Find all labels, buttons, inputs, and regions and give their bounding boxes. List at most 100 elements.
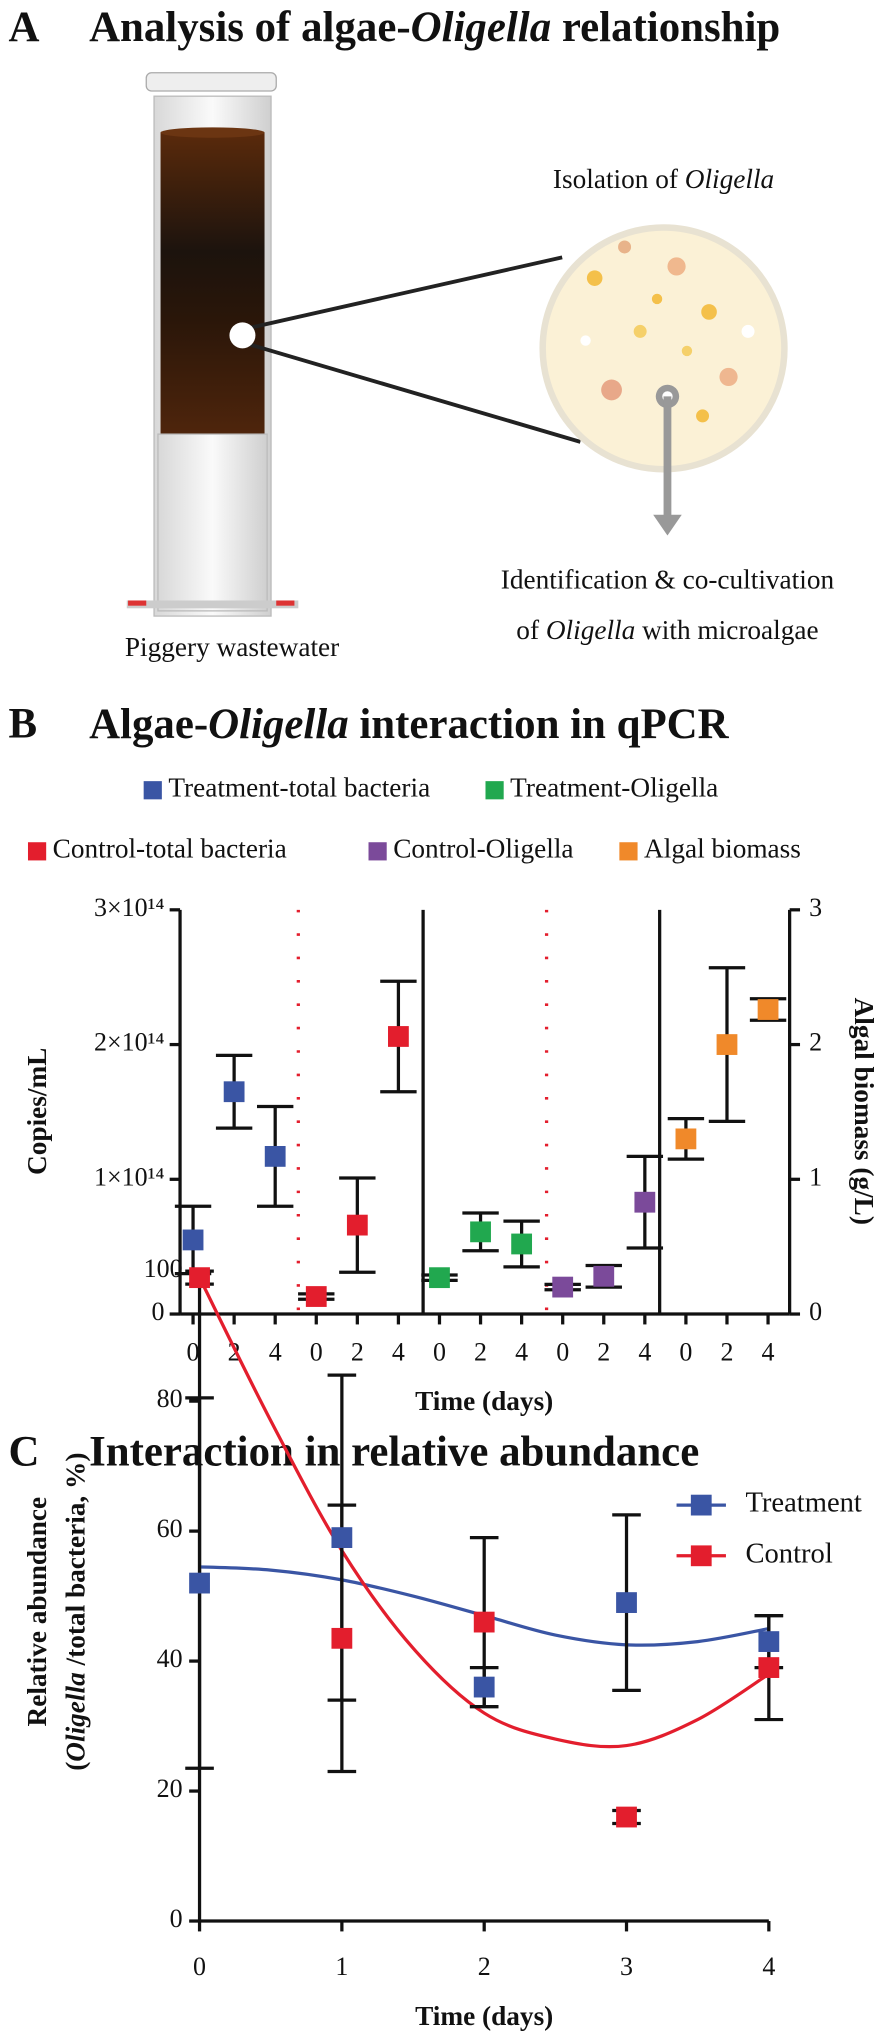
text-part: of [516, 615, 546, 645]
y-tick-label: 40 [157, 1644, 183, 1673]
y-axis-label: Relative abundance [22, 1497, 52, 1727]
x-tick-label: 4 [515, 1337, 528, 1366]
legend-swatch [143, 781, 162, 800]
panel-label: C [8, 1429, 39, 1476]
y-axis-label: Copies/mL [22, 1048, 52, 1175]
y-tick-label: 100 [144, 1254, 183, 1283]
y2-tick-label: 3 [809, 893, 822, 922]
text-part: ( [61, 1762, 91, 1771]
legend-swatch [690, 1494, 712, 1516]
y-axis-label: (Oligella /total bacteria, %) [61, 1453, 91, 1771]
panel-title: Analysis of algae-Oligella relationship [89, 4, 780, 51]
legend-swatch [27, 842, 47, 861]
y2-tick-label: 2 [809, 1028, 822, 1057]
y-tick-label: 0 [170, 1904, 183, 1933]
title-part: Algae- [89, 701, 208, 748]
x-tick-label: 0 [433, 1337, 446, 1366]
marker [473, 1611, 495, 1633]
legend-label: Treatment [745, 1488, 861, 1519]
x-tick-label: 2 [474, 1337, 487, 1366]
marker [593, 1265, 615, 1287]
legend-label: Control [745, 1538, 832, 1569]
annotation: Identification & co-cultivation [501, 565, 835, 595]
marker [616, 1806, 637, 1828]
marker [264, 1145, 286, 1167]
x-axis-label: Time (days) [415, 1386, 553, 1416]
marker [346, 1214, 368, 1236]
text-part: /total bacteria, %) [61, 1453, 91, 1673]
legend-swatch [368, 842, 387, 861]
marker [716, 1034, 738, 1055]
marker [182, 1229, 204, 1251]
y-tick-label: 0 [151, 1297, 164, 1326]
x-axis-label: Time (days) [415, 2001, 553, 2031]
x-tick-label: 2 [597, 1337, 610, 1366]
title-part: Oligella [208, 701, 349, 748]
x-tick-label: 0 [193, 1952, 206, 1981]
marker [189, 1267, 210, 1289]
y2-axis-label: Algal biomass (g/L) [849, 998, 879, 1225]
title-part: interaction in qPCR [349, 701, 730, 748]
y2-tick-label: 0 [809, 1297, 822, 1326]
x-tick-label: 2 [351, 1337, 364, 1366]
marker [552, 1276, 574, 1298]
x-tick-label: 0 [187, 1337, 200, 1366]
text-part: Oligella [61, 1672, 91, 1761]
title-part: Analysis of algae- [89, 4, 411, 51]
legend-label: Control-total bacteria [53, 834, 287, 864]
text-part: Oligella [685, 164, 774, 194]
panel-label: A [8, 4, 39, 51]
x-tick-label: 2 [478, 1952, 491, 1981]
marker [511, 1233, 533, 1255]
marker [675, 1128, 697, 1150]
x-tick-label: 4 [762, 1337, 775, 1366]
x-tick-label: 4 [392, 1337, 405, 1366]
marker [331, 1527, 353, 1548]
title-part: relationship [551, 4, 780, 51]
y-tick-label: 3×10¹⁴ [94, 893, 164, 922]
marker [305, 1286, 327, 1307]
x-tick-label: 0 [556, 1337, 569, 1366]
title-part: Oligella [411, 4, 552, 51]
legend-label: Treatment-Oligella [510, 773, 718, 803]
panel-title: Interaction in relative abundance [89, 1429, 699, 1476]
x-tick-label: 4 [638, 1337, 651, 1366]
x-tick-label: 2 [720, 1337, 733, 1366]
legend-label: Algal biomass [644, 834, 801, 864]
marker [757, 999, 779, 1020]
caption: Piggery wastewater [125, 632, 339, 662]
legend-swatch [619, 842, 638, 861]
y-tick-label: 1×10¹⁴ [94, 1162, 164, 1191]
x-tick-label: 3 [620, 1952, 633, 1981]
marker [189, 1572, 210, 1594]
y-tick-label: 60 [157, 1514, 183, 1543]
x-tick-label: 1 [335, 1952, 348, 1981]
annotation: of Oligella with microalgae [516, 615, 818, 645]
marker [331, 1627, 353, 1649]
text-part: Oligella [546, 615, 635, 645]
marker [473, 1676, 495, 1698]
y-tick-label: 20 [157, 1774, 183, 1803]
x-tick-label: 4 [269, 1337, 282, 1366]
marker [388, 1026, 409, 1047]
x-tick-label: 0 [679, 1337, 692, 1366]
marker [429, 1267, 450, 1289]
y-tick-label: 80 [157, 1384, 183, 1413]
marker [616, 1592, 637, 1613]
text-part: Isolation of [553, 164, 685, 194]
panel-label: B [8, 701, 37, 748]
marker [634, 1191, 656, 1213]
legend-swatch [690, 1545, 712, 1567]
marker [758, 1631, 780, 1652]
x-tick-label: 0 [310, 1337, 323, 1366]
tube-illustration [126, 72, 788, 617]
legend-label: Treatment-total bacteria [168, 773, 430, 803]
marker [758, 1657, 780, 1678]
x-tick-label: 4 [762, 1952, 775, 1981]
marker [470, 1221, 491, 1243]
legend-label: Control-Oligella [393, 834, 573, 864]
annotation: Isolation of Oligella [553, 164, 774, 194]
legend-swatch [485, 781, 504, 800]
y-tick-label: 2×10¹⁴ [94, 1028, 164, 1057]
